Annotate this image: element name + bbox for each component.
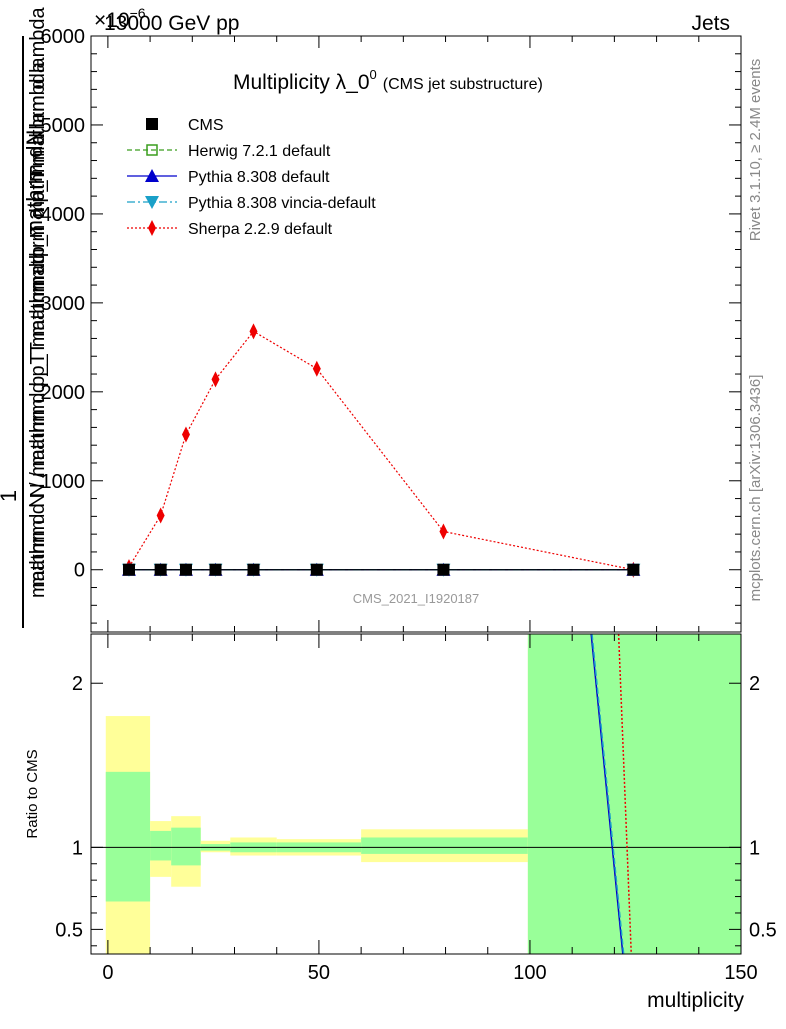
stat-band bbox=[527, 634, 741, 954]
plot-title: Multiplicity λ_00 (CMS jet substructure) bbox=[233, 67, 543, 94]
ratio-line bbox=[617, 633, 633, 955]
x-tick-label: 150 bbox=[724, 962, 757, 984]
ratio-y-tick-label-right: 2 bbox=[749, 673, 760, 695]
stat-band bbox=[171, 827, 201, 866]
legend-marker bbox=[148, 220, 156, 236]
main-y-axis-title: 1 mathrm dN mathrm d N / mathrm d p_T ma… bbox=[0, 6, 49, 628]
y-tick-label: 2000 bbox=[41, 382, 86, 404]
x-tick-label: 50 bbox=[308, 962, 330, 984]
y-multiplier-exponent: −6 bbox=[130, 5, 146, 21]
data-point bbox=[312, 360, 321, 377]
data-point bbox=[122, 563, 135, 576]
jets-label: Jets bbox=[691, 12, 730, 35]
main-y-axis: 0 1000 2000 3000 4000 5000 6000 bbox=[41, 26, 742, 632]
analysis-watermark: CMS_2021_I1920187 bbox=[353, 591, 480, 606]
plot-title-main: Multiplicity λ_0 bbox=[233, 71, 370, 94]
plot-title-sup: 0 bbox=[370, 67, 377, 82]
ratio-y-tick-label-left: 1 bbox=[72, 837, 83, 859]
y-multiplier-base: ×10 bbox=[94, 9, 130, 32]
rivet-credit: Rivet 3.1.10, ≥ 2.4M events bbox=[747, 59, 764, 242]
data-point bbox=[181, 426, 190, 443]
data-point bbox=[627, 563, 640, 576]
ratio-uncertainty-bands bbox=[105, 634, 741, 954]
main-series-group bbox=[121, 323, 641, 578]
y-tick-label: 3000 bbox=[41, 293, 86, 315]
y-tick-label: 1000 bbox=[41, 471, 86, 493]
y-title-overlay-a: mathrm d p_T mathrm d lambda bbox=[27, 6, 49, 292]
legend: CMS Herwig 7.2.1 default Pythia 8.308 defa… bbox=[127, 117, 376, 238]
data-point bbox=[154, 563, 167, 576]
legend-label: Pythia 8.308 default bbox=[188, 169, 330, 186]
ratio-y-axis: 0.5 0.5 1 1 2 2 bbox=[55, 673, 777, 947]
y-tick-label: 6000 bbox=[41, 26, 86, 48]
beam-energy-label: 13000 GeV pp bbox=[104, 12, 239, 35]
ratio-panel: 0.5 0.5 1 1 2 2 0 50 100 150 bbox=[55, 633, 777, 984]
data-point bbox=[249, 323, 258, 340]
legend-marker bbox=[146, 144, 158, 156]
y-tick-label: 5000 bbox=[41, 115, 86, 137]
data-point bbox=[209, 563, 222, 576]
legend-label: Pythia 8.308 vincia-default bbox=[188, 195, 376, 212]
data-point bbox=[211, 371, 220, 388]
ratio-y-axis-title: Ratio to CMS bbox=[24, 749, 41, 838]
ratio-y-tick-label-left: 2 bbox=[72, 673, 83, 695]
stat-band bbox=[361, 837, 528, 854]
y-title-numerator-one: 1 bbox=[0, 490, 21, 502]
series-line bbox=[128, 330, 634, 571]
x-axis-title: multiplicity bbox=[647, 989, 744, 1012]
legend-marker bbox=[145, 169, 159, 182]
data-point bbox=[247, 563, 260, 576]
stat-band bbox=[105, 771, 151, 902]
data-point bbox=[156, 507, 165, 524]
y-tick-label: 0 bbox=[74, 560, 85, 582]
y-title-overlay-b: mathrm d N / mathrm d p_T mathrm d bbox=[27, 252, 49, 587]
ratio-y-tick-label-left: 0.5 bbox=[55, 919, 83, 941]
x-tick-label: 0 bbox=[102, 962, 113, 984]
x-tick-label: 100 bbox=[513, 962, 546, 984]
stat-band bbox=[150, 830, 172, 861]
ratio-y-tick-label-right: 1 bbox=[749, 837, 760, 859]
legend-label: CMS bbox=[188, 117, 224, 134]
data-point bbox=[179, 563, 192, 576]
data-point bbox=[310, 563, 323, 576]
main-panel: 0 1000 2000 3000 4000 5000 6000 bbox=[41, 26, 742, 633]
mcplots-credit: mcplots.cern.ch [arXiv:1306.3436] bbox=[747, 375, 764, 602]
legend-marker bbox=[145, 196, 159, 209]
y-title-numerator: mathrm dN bbox=[22, 130, 47, 239]
main-plot-frame bbox=[90, 35, 742, 633]
y-title-denominator: mathrm d N / mathrm d p_T mathrm d p_T m… bbox=[27, 61, 49, 598]
legend-marker bbox=[146, 118, 158, 130]
ratio-mc-lines bbox=[590, 633, 633, 955]
legend-label: Sherpa 2.2.9 default bbox=[188, 221, 333, 238]
ratio-plot-frame bbox=[90, 633, 742, 955]
y-tick-label: 4000 bbox=[41, 204, 86, 226]
data-point bbox=[439, 523, 448, 540]
ratio-x-axis: 0 50 100 150 bbox=[102, 634, 758, 984]
ratio-y-tick-label-right: 0.5 bbox=[749, 919, 777, 941]
legend-label: Herwig 7.2.1 default bbox=[188, 143, 331, 160]
ratio-line bbox=[590, 633, 624, 955]
plot-title-suffix: (CMS jet substructure) bbox=[383, 76, 543, 93]
data-point bbox=[437, 563, 450, 576]
y-multiplier-label: ×10−6 bbox=[94, 5, 146, 32]
